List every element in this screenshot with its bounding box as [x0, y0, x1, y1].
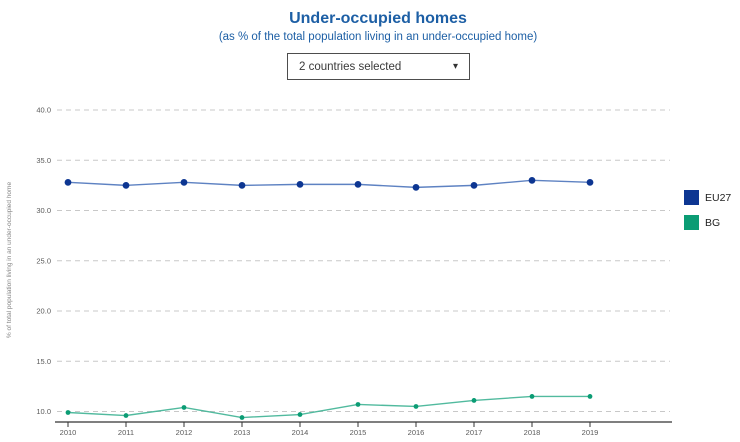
x-tick-label: 2017 — [466, 428, 483, 437]
x-tick-label: 2011 — [118, 428, 134, 437]
data-point-BG-2012[interactable] — [181, 405, 187, 410]
y-tick-label: 40.0 — [36, 106, 51, 115]
x-tick-label: 2012 — [176, 428, 193, 437]
data-point-BG-2011[interactable] — [123, 413, 129, 418]
chevron-down-icon: ▾ — [452, 60, 458, 72]
data-point-BG-2010[interactable] — [65, 410, 71, 415]
data-point-BG-2015[interactable] — [355, 402, 361, 407]
x-tick-label: 2014 — [292, 428, 309, 437]
data-point-EU27-2019[interactable] — [586, 178, 594, 186]
x-tick-label: 2015 — [350, 428, 367, 437]
data-point-EU27-2012[interactable] — [180, 178, 188, 186]
data-point-EU27-2018[interactable] — [528, 176, 536, 184]
series-line-BG — [67, 395, 590, 419]
y-axis-label: % of total population living in an under… — [6, 182, 13, 338]
country-select-dropdown[interactable]: 2 countries selected ▾ — [287, 53, 470, 80]
y-tick-label: 15.0 — [36, 357, 51, 366]
data-point-EU27-2015[interactable] — [354, 180, 362, 188]
data-point-BG-2017[interactable] — [471, 398, 477, 403]
page-subtitle: (as % of the total population living in … — [218, 31, 538, 43]
data-point-EU27-2013[interactable] — [238, 181, 246, 189]
data-point-EU27-2016[interactable] — [412, 183, 420, 191]
legend-label: BG — [705, 216, 721, 229]
y-tick-label: 35.0 — [36, 156, 51, 165]
legend-label: EU27 — [705, 191, 732, 204]
x-tick-label: 2013 — [234, 428, 251, 437]
data-point-BG-2019[interactable] — [587, 394, 593, 399]
y-tick-label: 10.0 — [36, 407, 51, 416]
y-tick-label: 25.0 — [36, 256, 51, 265]
data-point-EU27-2017[interactable] — [470, 181, 478, 189]
legend-swatch-EU27 — [684, 190, 699, 205]
x-tick-label: 2010 — [60, 428, 77, 437]
y-tick-label: 30.0 — [36, 206, 51, 215]
chart-legend: EU27 BG — [684, 190, 731, 230]
legend-item-EU27[interactable]: EU27 — [684, 190, 731, 205]
x-tick-label: 2019 — [582, 428, 599, 437]
x-tick-label: 2016 — [408, 428, 425, 437]
page-title: Under-occupied homes — [289, 10, 467, 27]
country-select-value: 2 countries selected — [299, 60, 402, 73]
data-point-EU27-2011[interactable] — [122, 181, 130, 189]
data-point-EU27-2014[interactable] — [296, 180, 304, 188]
data-point-BG-2014[interactable] — [297, 412, 303, 417]
data-point-BG-2013[interactable] — [239, 415, 245, 420]
legend-swatch-BG — [684, 215, 699, 230]
x-tick-label: 2018 — [524, 428, 541, 437]
y-tick-label: 20.0 — [36, 307, 51, 316]
data-point-BG-2018[interactable] — [529, 394, 535, 399]
legend-item-BG[interactable]: BG — [684, 215, 731, 230]
series-line-EU27 — [67, 179, 591, 189]
data-point-BG-2016[interactable] — [413, 404, 419, 409]
data-point-EU27-2010[interactable] — [64, 178, 72, 186]
